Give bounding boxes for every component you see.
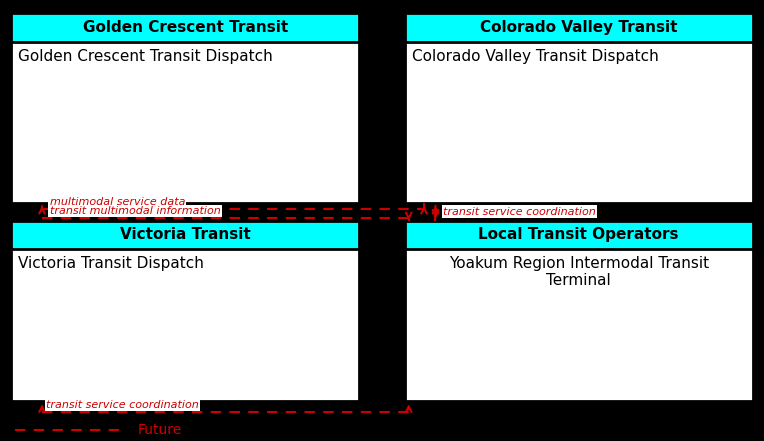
Text: Victoria Transit Dispatch: Victoria Transit Dispatch: [18, 256, 204, 271]
Text: transit service coordination: transit service coordination: [46, 400, 199, 410]
Text: Golden Crescent Transit Dispatch: Golden Crescent Transit Dispatch: [18, 49, 274, 64]
Bar: [11, 220, 359, 249]
Text: Golden Crescent Transit: Golden Crescent Transit: [83, 20, 288, 35]
Text: multimodal service data: multimodal service data: [50, 197, 185, 207]
Text: Colorado Valley Transit: Colorado Valley Transit: [480, 20, 678, 35]
Text: Victoria Transit: Victoria Transit: [120, 227, 251, 243]
Bar: [405, 220, 753, 401]
Bar: [11, 13, 359, 203]
Text: Yoakum Region Intermodal Transit
Terminal: Yoakum Region Intermodal Transit Termina…: [448, 256, 709, 288]
Text: transit service coordination: transit service coordination: [443, 207, 596, 217]
Text: transit multimodal information: transit multimodal information: [50, 206, 220, 216]
Text: Colorado Valley Transit Dispatch: Colorado Valley Transit Dispatch: [412, 49, 659, 64]
Bar: [11, 220, 359, 401]
Bar: [405, 13, 753, 42]
Text: Future: Future: [138, 423, 182, 437]
Bar: [405, 13, 753, 203]
Text: Local Transit Operators: Local Transit Operators: [478, 227, 679, 243]
Bar: [11, 13, 359, 42]
Bar: [405, 220, 753, 249]
